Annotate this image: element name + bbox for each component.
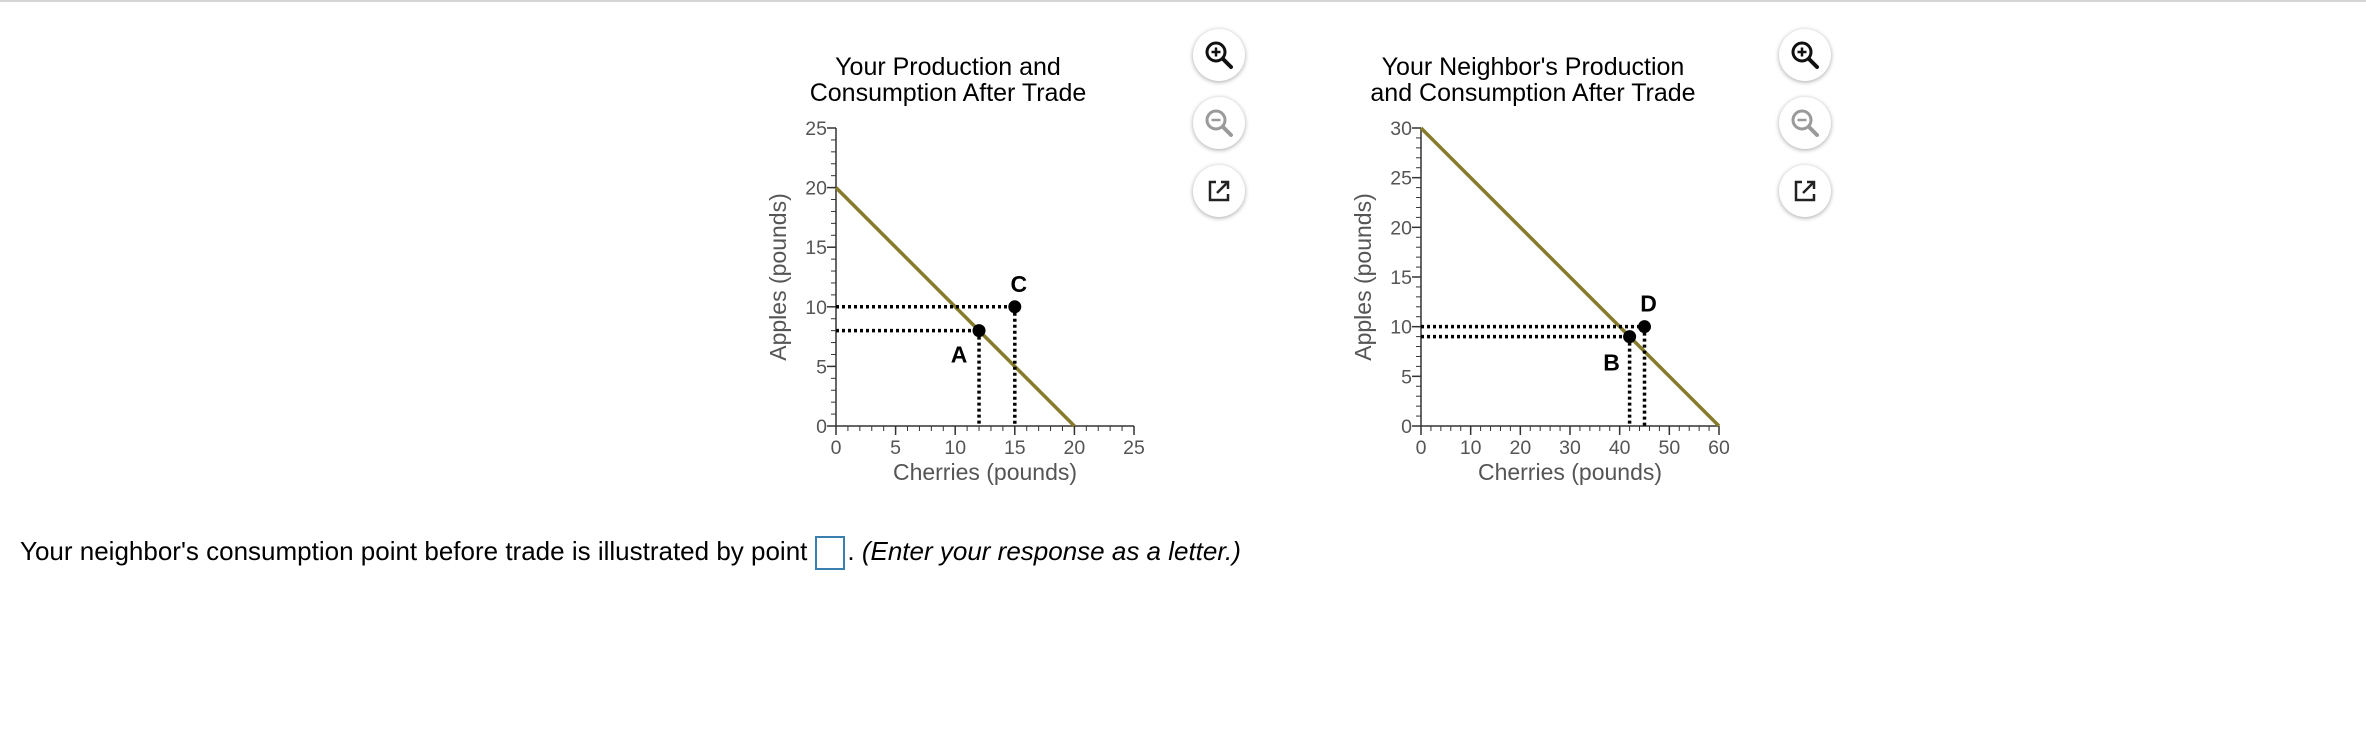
x-tick-label: 10	[944, 437, 966, 459]
question-hint: (Enter your response as a letter.)	[861, 536, 1241, 566]
popout-button-chart1[interactable]	[1193, 165, 1245, 217]
y-tick-label: 20	[805, 178, 827, 200]
y-tick-label: 25	[1390, 168, 1412, 190]
chart-title-line: Your Neighbor's Production	[1382, 53, 1685, 81]
zoom-out-button-chart2[interactable]	[1779, 97, 1831, 149]
zoom-out-button-chart1[interactable]	[1193, 97, 1245, 149]
question-text: Your neighbor's consumption point before…	[20, 536, 808, 566]
chart-title-line: Your Production and	[835, 53, 1061, 81]
point-A	[972, 324, 986, 338]
y-tick-label: 15	[805, 237, 827, 259]
ppf-line	[1419, 126, 1721, 428]
x-tick-label: 0	[831, 437, 842, 459]
x-tick-label: 40	[1609, 437, 1631, 459]
x-tick-label: 50	[1658, 437, 1680, 459]
x-tick-label: 30	[1559, 437, 1581, 459]
y-tick-label: 5	[1401, 366, 1412, 388]
x-tick-label: 20	[1509, 437, 1531, 459]
y-tick-label: 30	[1390, 118, 1412, 140]
y-tick-label: 0	[816, 416, 827, 438]
zoom-in-button-chart1[interactable]	[1193, 29, 1245, 81]
y-tick-label: 20	[1390, 217, 1412, 239]
point-label-D: D	[1640, 291, 1657, 317]
x-tick-label: 20	[1064, 437, 1086, 459]
y-tick-label: 0	[1401, 416, 1412, 438]
question-line: Your neighbor's consumption point before…	[20, 533, 1241, 571]
magnifier-plus-icon	[1791, 41, 1819, 69]
y-tick-label: 25	[805, 118, 827, 140]
x-tick-label: 15	[1004, 437, 1026, 459]
point-label-B: B	[1603, 350, 1620, 376]
point-label-C: C	[1010, 271, 1027, 297]
point-label-A: A	[951, 342, 968, 368]
y-tick-label: 10	[1390, 317, 1412, 339]
external-link-icon	[1794, 180, 1816, 202]
chart-title-line: Consumption After Trade	[810, 79, 1087, 107]
x-tick-label: 60	[1708, 437, 1730, 459]
x-tick-label: 10	[1460, 437, 1482, 459]
x-axis-label: Cherries (pounds)	[893, 459, 1077, 485]
zoom-in-button-chart2[interactable]	[1779, 29, 1831, 81]
magnifier-minus-icon	[1791, 109, 1819, 137]
popout-button-chart2[interactable]	[1779, 165, 1831, 217]
x-tick-label: 5	[890, 437, 901, 459]
x-axis-label: Cherries (pounds)	[1478, 459, 1662, 485]
point-B	[1623, 330, 1637, 344]
x-tick-label: 0	[1416, 437, 1427, 459]
y-tick-label: 5	[816, 356, 827, 378]
chart-title-line: and Consumption After Trade	[1370, 79, 1695, 107]
y-tick-label: 15	[1390, 267, 1412, 289]
y-tick-label: 10	[805, 297, 827, 319]
top-divider	[0, 0, 2366, 2]
x-tick-label: 25	[1123, 437, 1145, 459]
y-axis-label: Apples (pounds)	[765, 193, 791, 361]
external-link-icon	[1208, 180, 1230, 202]
y-axis-label: Apples (pounds)	[1350, 193, 1376, 361]
point-C	[1008, 300, 1022, 314]
point-D	[1638, 320, 1651, 334]
magnifier-minus-icon	[1205, 109, 1233, 137]
ppf-line	[834, 186, 1076, 428]
answer-input[interactable]	[815, 536, 846, 571]
magnifier-plus-icon	[1205, 41, 1233, 69]
